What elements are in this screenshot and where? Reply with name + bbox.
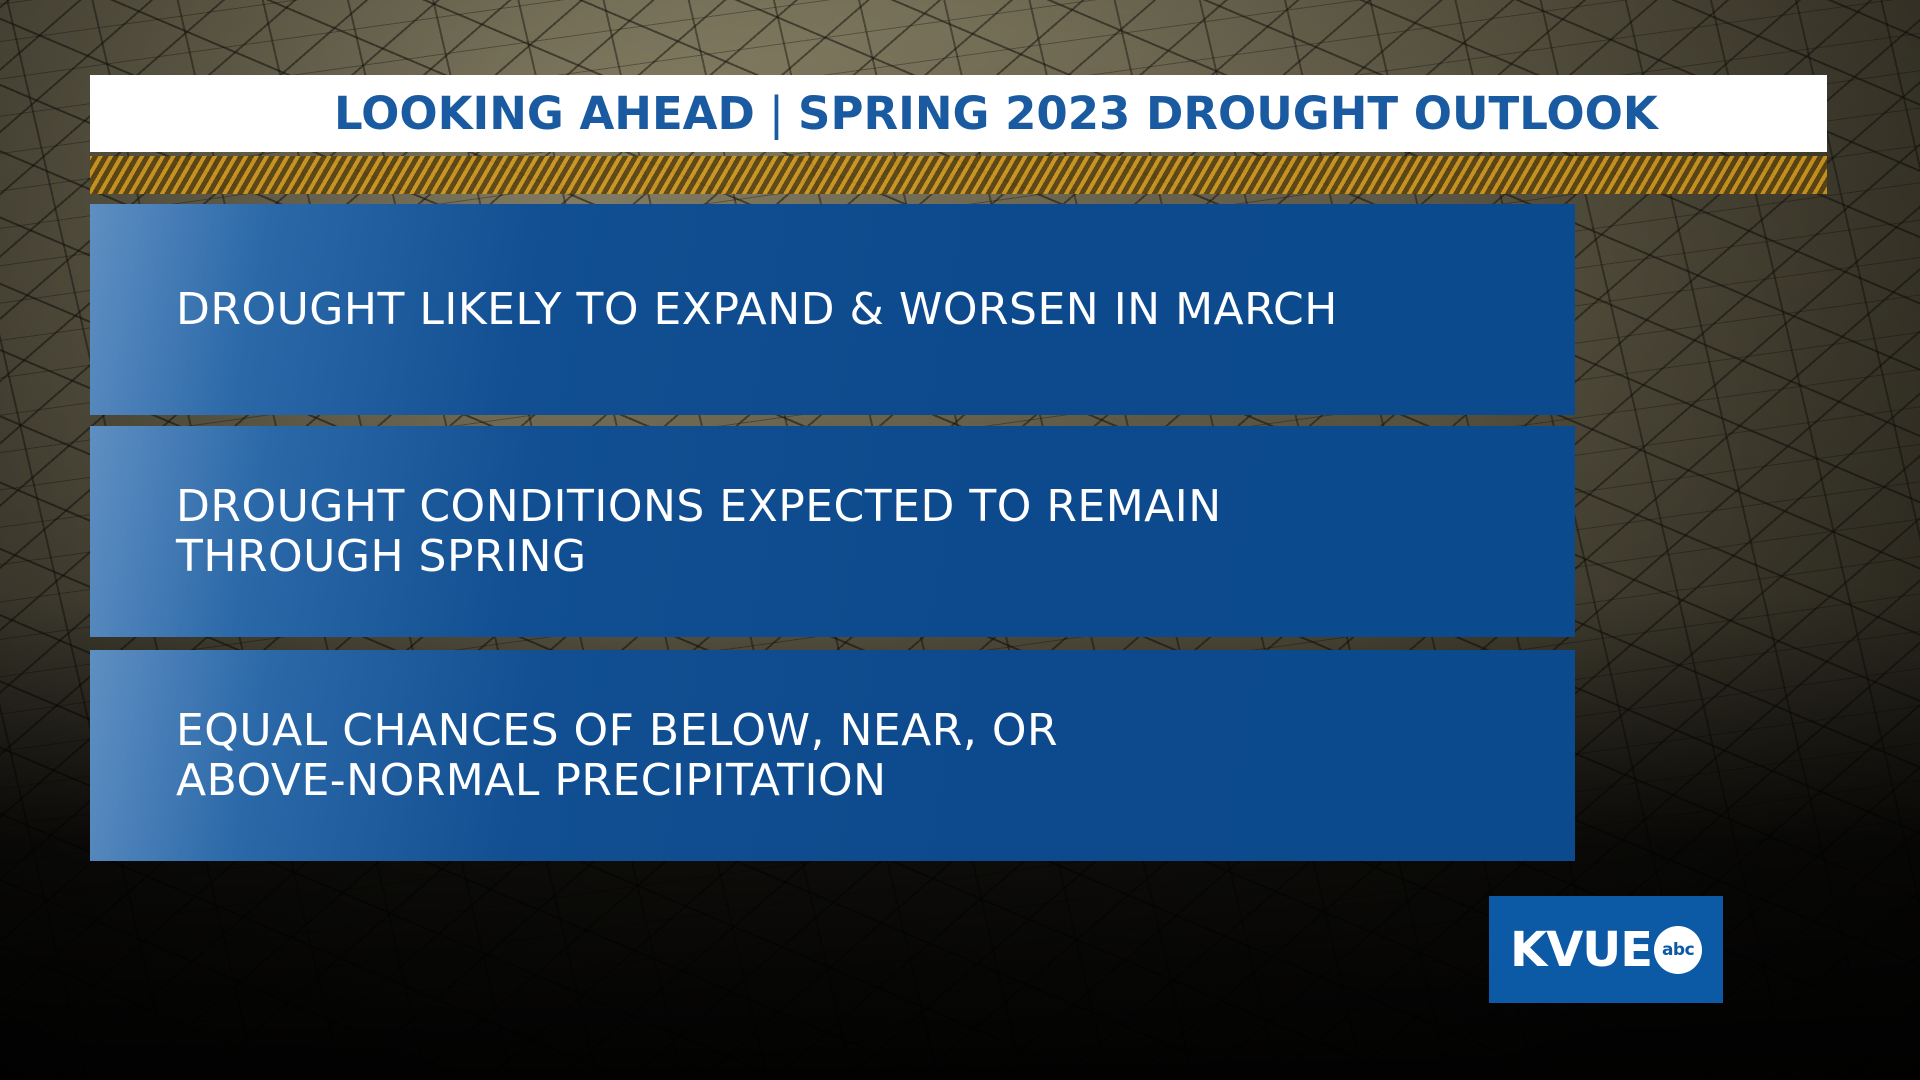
outlook-text-1: DROUGHT LIKELY TO EXPAND & WORSEN IN MAR… xyxy=(176,283,1338,335)
outlook-panel-3: EQUAL CHANCES OF BELOW, NEAR, OR ABOVE-N… xyxy=(90,650,1575,861)
title-bar: LOOKING AHEAD | SPRING 2023 DROUGHT OUTLOO… xyxy=(90,75,1827,152)
outlook-panel-1: DROUGHT LIKELY TO EXPAND & WORSEN IN MAR… xyxy=(90,204,1575,415)
outlook-panel-2: DROUGHT CONDITIONS EXPECTED TO REMAIN TH… xyxy=(90,426,1575,637)
page-title: LOOKING AHEAD | SPRING 2023 DROUGHT OUTLOO… xyxy=(334,87,1658,140)
title-separator: | xyxy=(768,87,785,140)
logo-letters: KVUE xyxy=(1509,921,1653,978)
outlook-text-2: DROUGHT CONDITIONS EXPECTED TO REMAIN TH… xyxy=(176,480,1222,582)
title-left: LOOKING AHEAD xyxy=(334,87,755,140)
abc-badge-icon: abc xyxy=(1654,925,1703,974)
outlook-text-3: EQUAL CHANCES OF BELOW, NEAR, OR ABOVE-N… xyxy=(176,704,1059,806)
hazard-stripe-divider xyxy=(90,156,1827,194)
station-logo: KVUE abc xyxy=(1489,896,1723,1003)
title-right: SPRING 2023 DROUGHT OUTLOOK xyxy=(798,87,1658,140)
